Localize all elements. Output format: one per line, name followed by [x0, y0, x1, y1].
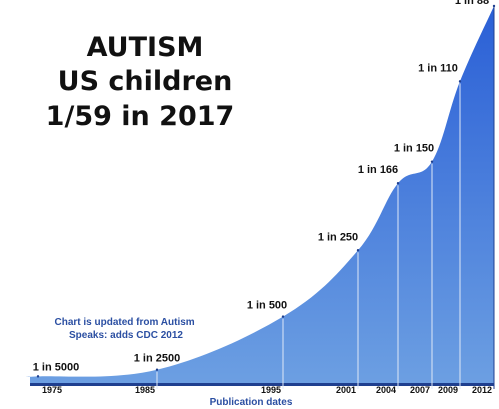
- data-label: 1 in 150: [394, 143, 434, 155]
- chart-title-line-3: 1/59 in 2017: [46, 101, 235, 132]
- x-axis-title: Publication dates: [210, 397, 293, 408]
- x-tick-label: 2001: [336, 385, 356, 395]
- data-point: [396, 182, 400, 185]
- x-tick-label: 1995: [261, 385, 281, 395]
- data-point: [281, 315, 285, 318]
- x-tick-label: 1985: [135, 385, 155, 395]
- data-point: [155, 368, 159, 371]
- data-label: 1 in 166: [358, 164, 398, 176]
- data-label: 1 in 110: [418, 62, 458, 74]
- data-label: 1 in 500: [247, 300, 287, 312]
- data-point: [458, 80, 462, 83]
- chart-annotation: Chart is updated from Autism Speaks: add…: [55, 317, 198, 341]
- x-tick-label: 2012: [472, 385, 492, 395]
- area-series: [25, 6, 495, 383]
- x-tick-label: 2007: [410, 385, 430, 395]
- data-label: 1 in 250: [318, 231, 358, 243]
- data-label: 1 in 88: [455, 0, 489, 7]
- data-point: [356, 249, 360, 252]
- x-axis-baseline: [30, 383, 494, 386]
- chart-title-line-1: AUTISM: [87, 32, 204, 63]
- chart-title-line-2: US children: [58, 66, 233, 97]
- data-point: [492, 4, 496, 8]
- x-tick-label: 1975: [42, 385, 62, 395]
- x-tick-label: 2004: [376, 385, 396, 395]
- data-point: [430, 160, 434, 163]
- data-label: 1 in 2500: [134, 353, 180, 365]
- data-label: 1 in 5000: [33, 361, 79, 373]
- x-tick-label: 2009: [438, 385, 458, 395]
- data-point: [36, 375, 40, 378]
